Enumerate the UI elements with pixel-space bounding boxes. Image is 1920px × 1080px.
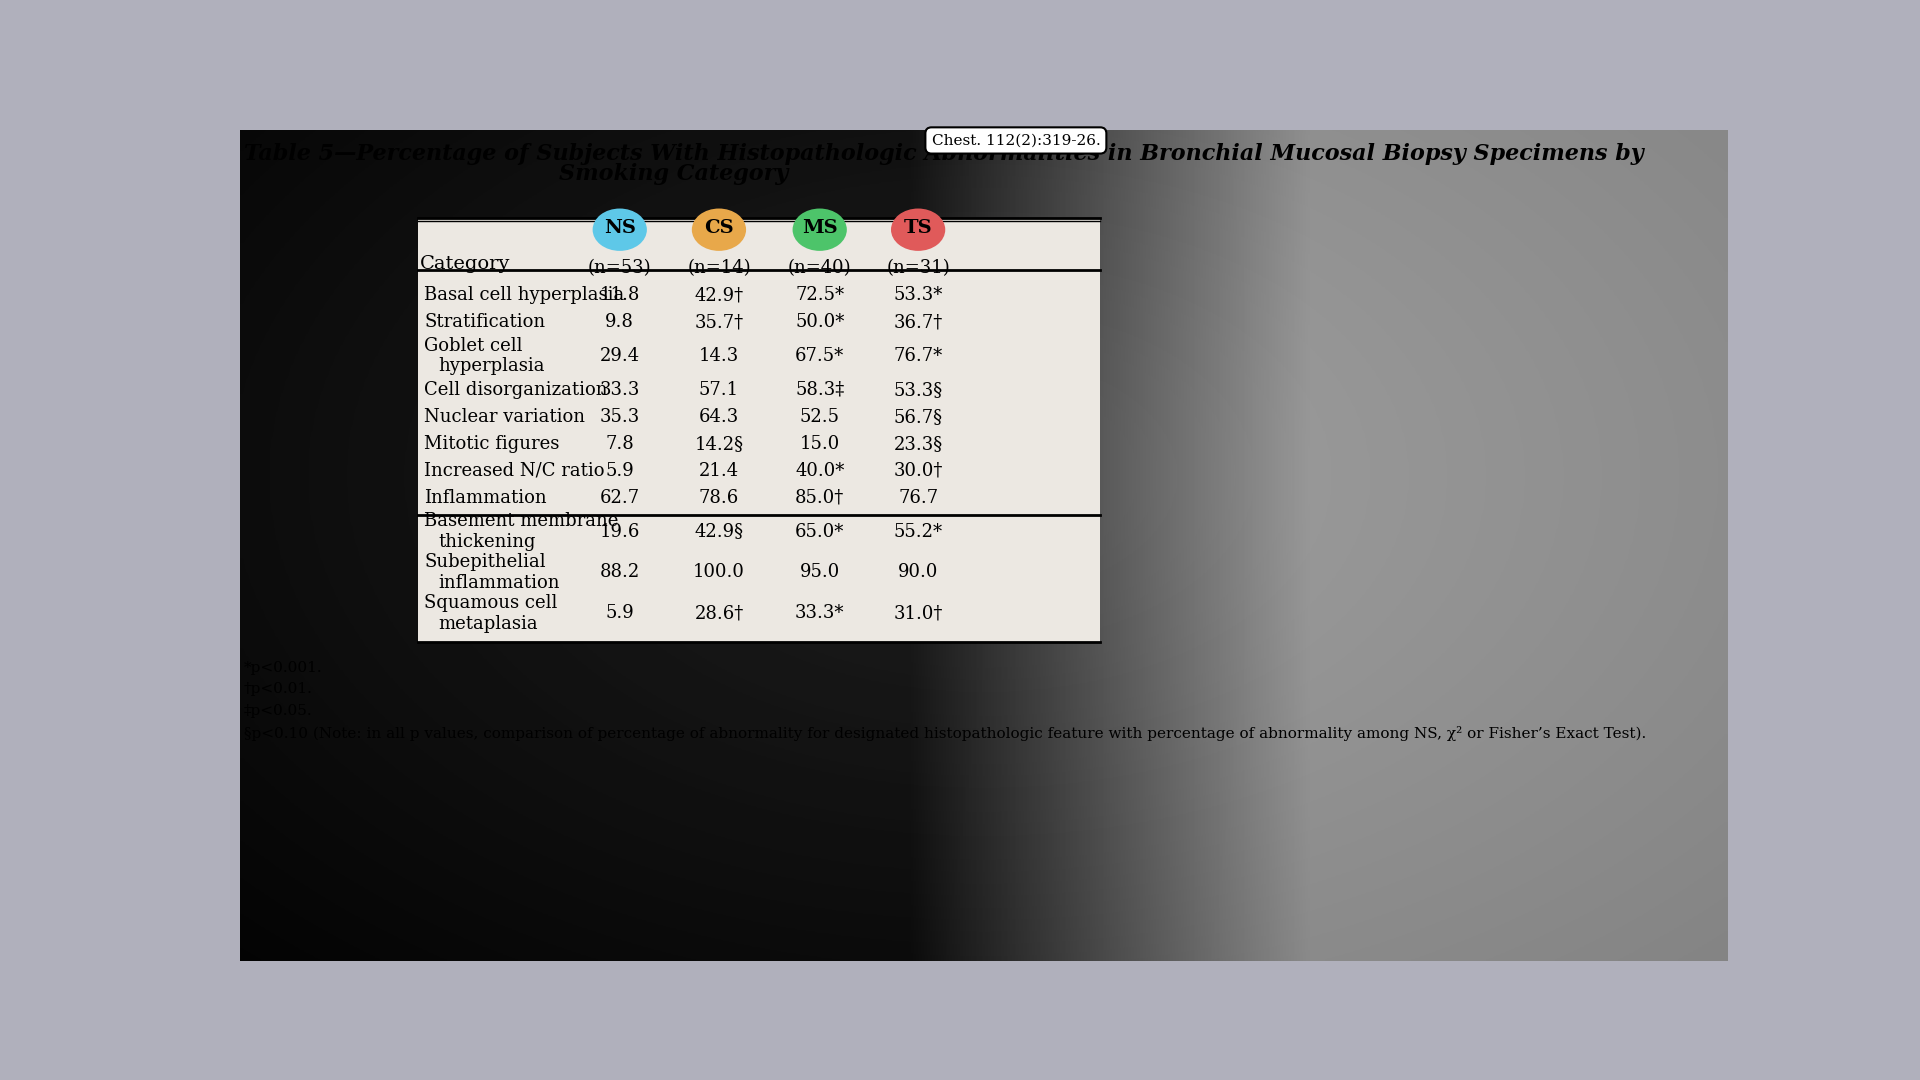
Text: §p<0.10 (Note: in all p values, comparison of percentage of abnormality for desi: §p<0.10 (Note: in all p values, comparis… bbox=[244, 726, 1645, 741]
Text: inflammation: inflammation bbox=[438, 573, 561, 592]
Text: Mitotic figures: Mitotic figures bbox=[424, 435, 561, 453]
Text: 29.4: 29.4 bbox=[599, 347, 639, 365]
Text: 35.3: 35.3 bbox=[599, 408, 639, 426]
Text: 53.3*: 53.3* bbox=[893, 286, 943, 305]
Text: 28.6†: 28.6† bbox=[695, 604, 743, 622]
Text: 50.0*: 50.0* bbox=[795, 313, 845, 332]
Text: Category: Category bbox=[420, 255, 511, 273]
Text: 35.7†: 35.7† bbox=[695, 313, 743, 332]
Text: 11.8: 11.8 bbox=[599, 286, 639, 305]
Text: Chest. 112(2):319-26.: Chest. 112(2):319-26. bbox=[931, 134, 1100, 148]
Text: 33.3: 33.3 bbox=[599, 381, 639, 399]
Text: Increased N/C ratio: Increased N/C ratio bbox=[424, 462, 605, 480]
Text: 9.8: 9.8 bbox=[605, 313, 634, 332]
Text: Table 5—Percentage of Subjects With Histopathologic Abnormalities in Bronchial M: Table 5—Percentage of Subjects With Hist… bbox=[244, 144, 1644, 165]
Text: thickening: thickening bbox=[438, 532, 536, 551]
Ellipse shape bbox=[891, 208, 945, 251]
Text: 95.0: 95.0 bbox=[799, 564, 839, 581]
Text: 90.0: 90.0 bbox=[899, 564, 939, 581]
Text: Basement membrane: Basement membrane bbox=[424, 512, 618, 530]
Text: (n=14): (n=14) bbox=[687, 259, 751, 276]
Text: 42.9§: 42.9§ bbox=[695, 523, 743, 540]
Text: (n=53): (n=53) bbox=[588, 259, 651, 276]
Text: hyperplasia: hyperplasia bbox=[438, 357, 545, 376]
Text: TS: TS bbox=[904, 219, 933, 238]
Text: 64.3: 64.3 bbox=[699, 408, 739, 426]
Ellipse shape bbox=[793, 208, 847, 251]
Text: 19.6: 19.6 bbox=[599, 523, 639, 540]
Text: Nuclear variation: Nuclear variation bbox=[424, 408, 586, 426]
Text: *p<0.001.: *p<0.001. bbox=[244, 661, 323, 675]
Text: 52.5: 52.5 bbox=[801, 408, 839, 426]
Text: ‡p<0.05.: ‡p<0.05. bbox=[244, 704, 313, 718]
Text: 58.3‡: 58.3‡ bbox=[795, 381, 845, 399]
Text: 7.8: 7.8 bbox=[605, 435, 634, 453]
Text: MS: MS bbox=[803, 219, 837, 238]
Text: 5.9: 5.9 bbox=[605, 462, 634, 480]
Text: 23.3§: 23.3§ bbox=[893, 435, 943, 453]
Text: †p<0.01.: †p<0.01. bbox=[244, 683, 313, 697]
Text: 14.2§: 14.2§ bbox=[695, 435, 743, 453]
Text: 21.4: 21.4 bbox=[699, 462, 739, 480]
Text: 88.2: 88.2 bbox=[599, 564, 639, 581]
Text: Inflammation: Inflammation bbox=[424, 488, 547, 507]
Text: Goblet cell: Goblet cell bbox=[424, 337, 522, 354]
Text: metaplasia: metaplasia bbox=[438, 615, 538, 633]
Text: 36.7†: 36.7† bbox=[893, 313, 943, 332]
Text: 53.3§: 53.3§ bbox=[893, 381, 943, 399]
Text: 72.5*: 72.5* bbox=[795, 286, 845, 305]
Text: 85.0†: 85.0† bbox=[795, 488, 845, 507]
Text: 76.7*: 76.7* bbox=[893, 347, 943, 365]
Text: 5.9: 5.9 bbox=[605, 604, 634, 622]
Text: 42.9†: 42.9† bbox=[695, 286, 743, 305]
Text: 57.1: 57.1 bbox=[699, 381, 739, 399]
Text: 100.0: 100.0 bbox=[693, 564, 745, 581]
Text: (n=31): (n=31) bbox=[887, 259, 950, 276]
Text: Squamous cell: Squamous cell bbox=[424, 594, 559, 611]
Ellipse shape bbox=[593, 208, 647, 251]
Text: 62.7: 62.7 bbox=[599, 488, 639, 507]
Text: Subepithelial: Subepithelial bbox=[424, 553, 545, 571]
Text: 76.7: 76.7 bbox=[899, 488, 939, 507]
Bar bbox=[419, 219, 1100, 642]
Text: 67.5*: 67.5* bbox=[795, 347, 845, 365]
Text: 33.3*: 33.3* bbox=[795, 604, 845, 622]
Text: CS: CS bbox=[705, 219, 733, 238]
Text: Cell disorganization: Cell disorganization bbox=[424, 381, 609, 399]
Text: 15.0: 15.0 bbox=[799, 435, 839, 453]
Text: 65.0*: 65.0* bbox=[795, 523, 845, 540]
Text: Stratification: Stratification bbox=[424, 313, 545, 332]
Text: (n=40): (n=40) bbox=[787, 259, 851, 276]
Ellipse shape bbox=[691, 208, 747, 251]
Text: Basal cell hyperplasia: Basal cell hyperplasia bbox=[424, 286, 624, 305]
Text: 31.0†: 31.0† bbox=[893, 604, 943, 622]
Text: 56.7§: 56.7§ bbox=[893, 408, 943, 426]
Text: 30.0†: 30.0† bbox=[893, 462, 943, 480]
Text: 78.6: 78.6 bbox=[699, 488, 739, 507]
Text: 40.0*: 40.0* bbox=[795, 462, 845, 480]
Text: NS: NS bbox=[603, 219, 636, 238]
Text: Smoking Category: Smoking Category bbox=[559, 163, 789, 186]
Text: 14.3: 14.3 bbox=[699, 347, 739, 365]
Text: 55.2*: 55.2* bbox=[893, 523, 943, 540]
